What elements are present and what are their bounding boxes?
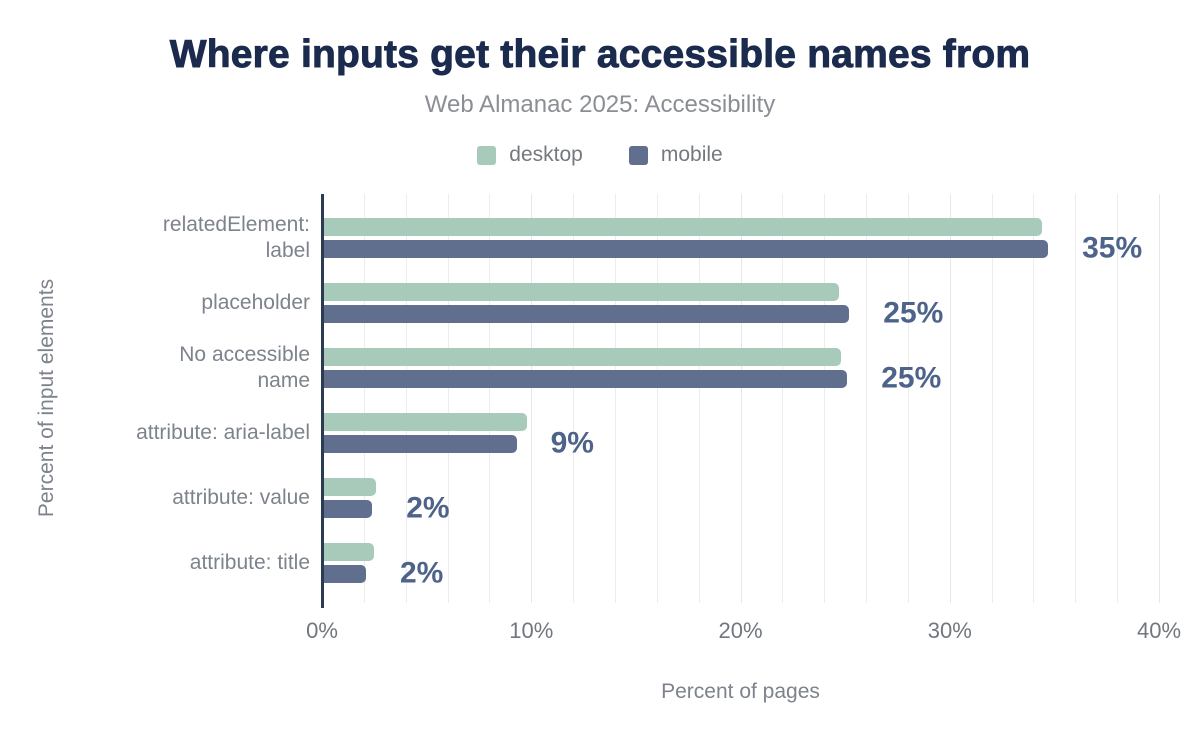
mobile-bar [324, 240, 1049, 258]
desktop-bar [324, 218, 1042, 236]
chart-subtitle: Web Almanac 2025: Accessibility [424, 91, 776, 118]
category-label: attribute: value [172, 486, 310, 509]
value-label: 35% [1082, 231, 1143, 265]
mobile-bar [324, 435, 517, 453]
legend-label-mobile: mobile [660, 143, 723, 166]
gridline [907, 194, 909, 603]
category-label: relatedElement: label [162, 213, 310, 262]
x-tick-label: 0% [306, 618, 338, 643]
x-tick-label: 20% [718, 618, 763, 643]
chart-title: Where inputs get their accessible names … [169, 33, 1031, 77]
gridline [656, 194, 658, 603]
legend-label-desktop: desktop [509, 143, 583, 166]
desktop-bar [324, 543, 375, 561]
gridline [1159, 194, 1160, 603]
value-label: 2% [399, 556, 444, 590]
mobile-bar [324, 565, 366, 583]
gridline [531, 194, 533, 603]
gridline [1075, 194, 1077, 603]
value-label: 25% [881, 361, 942, 395]
x-tick-label: 40% [1136, 618, 1182, 643]
value-label: 2% [406, 491, 450, 525]
mobile-swatch-icon [628, 145, 648, 165]
y-axis-line [321, 194, 324, 608]
legend-item-mobile: mobile [628, 143, 723, 167]
x-axis-title: Percent of pages [661, 680, 820, 703]
gridline [405, 194, 407, 603]
desktop-swatch-icon [477, 145, 497, 165]
gridline [447, 194, 449, 603]
value-label: 9% [550, 426, 594, 460]
mobile-bar [324, 370, 848, 388]
gridline [363, 194, 365, 603]
category-label: attribute: title [189, 551, 310, 574]
mobile-bar [324, 500, 373, 518]
x-tick-label: 30% [927, 618, 972, 643]
gridline [824, 194, 826, 603]
gridline [614, 194, 616, 603]
gridline [573, 194, 575, 603]
gridline [782, 194, 784, 603]
category-label: attribute: aria-label [136, 421, 310, 444]
y-axis-title: Percent of input elements [35, 278, 58, 518]
legend-item-desktop: desktop [477, 143, 583, 167]
desktop-bar [324, 348, 841, 366]
value-label: 25% [883, 296, 944, 330]
gridline [740, 194, 742, 603]
x-tick-label: 10% [509, 618, 554, 643]
gridline [1033, 194, 1035, 603]
legend: desktop mobile [0, 143, 1200, 167]
gridline [866, 194, 868, 603]
category-label: No accessible name [179, 343, 310, 392]
gridline [949, 194, 951, 603]
desktop-bar [324, 478, 377, 496]
desktop-bar [324, 413, 528, 431]
mobile-bar [324, 305, 850, 323]
gridline [1117, 194, 1119, 603]
gridline [489, 194, 491, 603]
desktop-bar [324, 283, 839, 301]
category-label: placeholder [201, 291, 310, 314]
gridline [991, 194, 993, 603]
gridline [698, 194, 700, 603]
